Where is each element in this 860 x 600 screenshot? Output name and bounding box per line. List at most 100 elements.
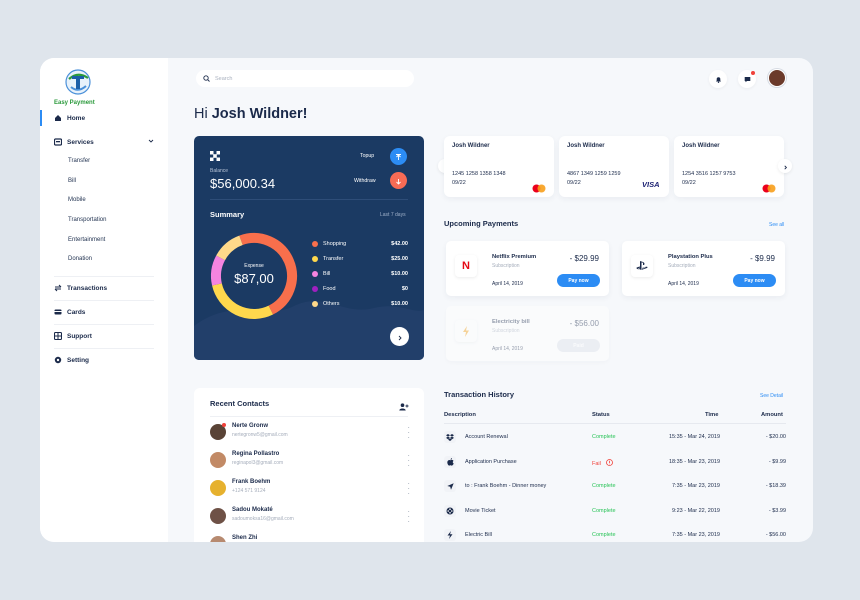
sidebar-item-transactions[interactable]: Transactions <box>40 280 168 296</box>
mastercard-icon <box>532 180 546 198</box>
sidebar-subitem-transportation[interactable]: Transportation <box>68 217 107 223</box>
notification-button[interactable] <box>709 70 727 88</box>
payment-card[interactable]: Josh Wildner 1254 3516 1257 9753 09/22 <box>674 136 784 197</box>
sidebar-item-label: Cards <box>67 308 86 316</box>
upcoming-payment-item: Playstation Plus Subscription April 14, … <box>622 241 785 296</box>
next-button[interactable] <box>390 327 409 346</box>
status-badge: Complete <box>592 434 616 440</box>
transaction-time: 18:35 - Mar 23, 2019 <box>668 459 720 465</box>
messages-button[interactable] <box>738 70 756 88</box>
add-contact-button[interactable] <box>399 398 409 416</box>
transaction-description: Electric Bill <box>465 532 492 538</box>
see-detail-link[interactable]: See Detail <box>760 393 784 399</box>
sidebar-subitem-entertainment[interactable]: Entertainment <box>68 237 106 243</box>
contact-item[interactable]: Frank Boehm +124 571 9124 · · · <box>210 478 410 500</box>
recent-contacts-panel: Recent Contacts Nerte Gronw nertegronw5@… <box>194 388 424 542</box>
pay-now-button[interactable]: Pay now <box>733 274 776 287</box>
divider <box>54 300 154 301</box>
payment-card[interactable]: Josh Wildner 4867 1349 1259 1259 09/22 V… <box>559 136 669 197</box>
legend-swatch <box>312 286 318 292</box>
column-header-amount: Amount <box>761 412 783 418</box>
transaction-amount: - $20.00 <box>765 434 786 440</box>
contact-item[interactable]: Sadou Mokaté sadoumoksa16@gmail.com · · · <box>210 506 410 528</box>
see-all-link[interactable]: See all <box>769 222 785 228</box>
status-badge: Complete <box>592 532 616 538</box>
sidebar-item-cards[interactable]: Cards <box>40 304 168 320</box>
paid-button: Paid <box>557 339 600 352</box>
sidebar-subitem-mobile[interactable]: Mobile <box>68 197 86 203</box>
chevron-right-icon <box>783 157 788 175</box>
donut-slice-shopping <box>239 233 297 315</box>
avatar <box>210 536 226 542</box>
balance-label: Balance <box>210 168 229 174</box>
payment-type: Subscription <box>668 263 696 269</box>
column-header-status: Status <box>592 412 610 418</box>
card-expiry: 09/22 <box>682 180 696 186</box>
donut-slice-others <box>216 235 243 261</box>
contact-item[interactable]: Nerte Gronw nertegronw5@gmail.com · · · <box>210 422 410 444</box>
carousel-next-button[interactable] <box>778 159 792 173</box>
upcoming-payment-item: N Netflix Premium Subscription April 14,… <box>446 241 609 296</box>
legend-label: Bill <box>323 271 331 277</box>
table-row[interactable]: Account Renewal Complete 15:35 - Mar 24,… <box>444 426 786 448</box>
bell-icon <box>715 70 722 88</box>
sidebar-subitem-donation[interactable]: Donation <box>68 256 93 262</box>
status-badge: Complete <box>592 483 616 489</box>
donut-center-amount: $87,00 <box>234 271 274 286</box>
avatar[interactable] <box>768 69 786 87</box>
table-row[interactable]: to : Frank Boehm - Dinner money Complete… <box>444 475 786 497</box>
legend-value: $10.00 <box>391 271 408 277</box>
card-icon <box>54 308 62 316</box>
chevron-down-icon[interactable] <box>148 138 154 146</box>
divider <box>210 199 408 200</box>
card-number: 1254 3516 1257 9753 <box>682 171 736 177</box>
payment-name: Electricity bill <box>492 319 530 325</box>
add-user-icon <box>399 398 409 415</box>
card-holder: Josh Wildner <box>567 143 605 149</box>
table-row[interactable]: Movie Ticket Complete 9:23 - Mar 22, 201… <box>444 500 786 522</box>
transaction-amount: - $3.99 <box>768 508 786 514</box>
sidebar-item-setting[interactable]: Setting <box>40 352 168 368</box>
more-options-icon[interactable]: · · · <box>407 423 410 442</box>
more-options-icon[interactable]: · · · <box>407 507 410 526</box>
contact-name: Nerte Gronw <box>232 423 269 429</box>
payment-card[interactable]: Josh Wildner 1245 1258 1358 1348 09/22 <box>444 136 554 197</box>
sidebar-item-support[interactable]: Support <box>40 328 168 344</box>
more-options-icon[interactable]: · · · <box>407 451 410 470</box>
film-icon <box>444 505 456 517</box>
visa-logo: VISA <box>642 180 660 189</box>
transaction-time: 7:35 - Mar 23, 2019 <box>671 483 720 489</box>
bolt-icon <box>444 529 456 541</box>
sidebar-subitem-bill[interactable]: Bill <box>68 178 77 184</box>
table-row[interactable]: Electric Bill Complete 7:35 - Mar 23, 20… <box>444 524 786 542</box>
transaction-time: 15:35 - Mar 24, 2019 <box>668 434 720 440</box>
legend-item-transfer: Transfer $25.00 <box>312 255 408 265</box>
column-header-description: Description <box>444 412 476 418</box>
summary-title: Summary <box>210 210 245 219</box>
playstation-icon <box>631 255 653 277</box>
sidebar-item-home[interactable]: Home <box>40 110 168 126</box>
pay-now-button[interactable]: Pay now <box>557 274 600 287</box>
sidebar-item-label: Home <box>67 114 86 122</box>
brand-logo[interactable] <box>62 67 94 99</box>
sidebar-item-services[interactable]: Services <box>40 134 168 150</box>
topup-button[interactable] <box>390 148 407 165</box>
payment-name: Playstation Plus <box>668 254 713 260</box>
summary-period: Last 7 days <box>380 212 406 218</box>
withdraw-button[interactable] <box>390 172 407 189</box>
app-icon <box>210 148 220 166</box>
contact-item[interactable]: Regina Pollastro reginapol3@gmail.com · ·… <box>210 450 410 472</box>
apple-icon <box>444 456 456 468</box>
legend-swatch <box>312 271 318 277</box>
contact-item[interactable]: Shen Zhi <box>210 534 410 542</box>
services-icon <box>54 138 62 146</box>
greeting-name: Josh Wildner! <box>211 106 308 122</box>
search-input[interactable]: Search <box>196 70 414 87</box>
status-dot <box>222 423 226 427</box>
more-options-icon[interactable]: · · · <box>407 479 410 498</box>
table-row[interactable]: Application Purchase Fail 18:35 - Mar 23… <box>444 451 786 473</box>
sidebar-subitem-transfer[interactable]: Transfer <box>68 158 91 164</box>
status-text: Fail <box>592 461 601 467</box>
donut-slice-bill <box>211 255 226 286</box>
chat-icon <box>744 70 751 88</box>
